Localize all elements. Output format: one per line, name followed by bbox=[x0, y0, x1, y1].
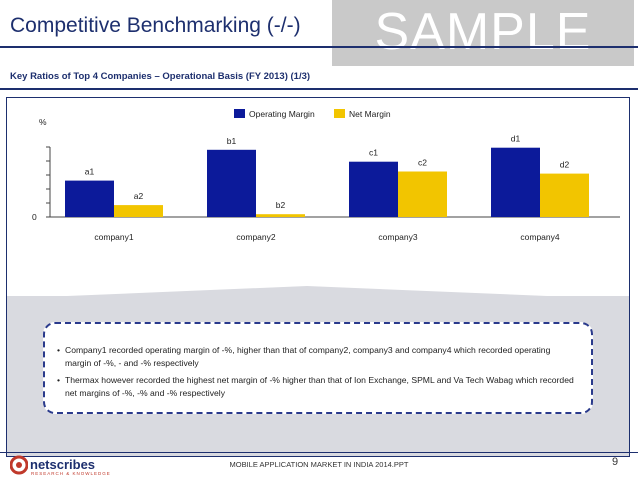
chart-legend: Operating Margin Net Margin bbox=[234, 109, 391, 119]
bar-company4-net-margin bbox=[540, 173, 589, 217]
y-tick-label-0: 0 bbox=[32, 212, 37, 222]
data-label-d1: d1 bbox=[511, 134, 521, 144]
bar-company1-operating-margin bbox=[65, 180, 114, 217]
footer-divider bbox=[0, 452, 638, 453]
netscribes-logo-icon bbox=[10, 455, 28, 475]
commentary-bullet-1: • Company1 recorded operating margin of -… bbox=[57, 345, 551, 368]
bar-company4-operating-margin bbox=[491, 147, 540, 217]
bar-company2-net-margin bbox=[256, 214, 305, 217]
commentary-box: • Company1 recorded operating margin of -… bbox=[43, 322, 593, 414]
bar-company2-operating-margin bbox=[207, 149, 256, 217]
data-label-c1: c1 bbox=[369, 148, 378, 158]
x-tick-label-company1: company1 bbox=[94, 232, 133, 242]
bar-company3-net-margin bbox=[398, 171, 447, 217]
commentary-text-1: Company1 recorded operating margin of -%… bbox=[65, 345, 551, 368]
bar-chart: Operating Margin Net Margin % 0 a1 a2 comp… bbox=[32, 109, 620, 242]
sample-watermark: SAMPLE bbox=[332, 0, 634, 66]
bar-company1-net-margin bbox=[114, 205, 163, 217]
legend-label-operating: Operating Margin bbox=[249, 109, 315, 119]
data-label-b1: b1 bbox=[227, 136, 237, 146]
data-label-b2: b2 bbox=[276, 200, 286, 210]
subtitle-divider bbox=[0, 88, 638, 90]
x-tick-label-company2: company2 bbox=[236, 232, 275, 242]
x-tick-label-company3: company3 bbox=[378, 232, 417, 242]
legend-label-net: Net Margin bbox=[349, 109, 391, 119]
legend-swatch-net bbox=[334, 109, 345, 118]
band-arrow bbox=[7, 286, 629, 298]
logo-wordmark: netscribes bbox=[30, 457, 96, 472]
chart-frame bbox=[6, 97, 630, 457]
chart-bars bbox=[65, 147, 589, 217]
data-label-c2: c2 bbox=[418, 158, 427, 168]
data-label-a1: a1 bbox=[85, 167, 95, 177]
slide-title: Competitive Benchmarking (-/-) bbox=[10, 14, 301, 37]
legend-swatch-operating bbox=[234, 109, 245, 118]
bar-company3-operating-margin bbox=[349, 161, 398, 217]
footer-text: MOBILE APPLICATION MARKET IN INDIA 2014.… bbox=[229, 460, 409, 469]
logo-tagline: RESEARCH & KNOWLEDGE bbox=[31, 471, 111, 476]
commentary-text-2: Thermax however recorded the highest net… bbox=[65, 375, 574, 398]
chart-labels: a1 a2 company1 b1 b2 company2 c1 c2 company3 d1 d2… bbox=[85, 134, 570, 242]
commentary-bullet-2: • Thermax however recorded the highest ne… bbox=[57, 375, 574, 398]
y-axis-label: % bbox=[39, 117, 47, 127]
page-number: 9 bbox=[612, 456, 619, 468]
data-label-d2: d2 bbox=[560, 160, 570, 170]
slide-subtitle: Key Ratios of Top 4 Companies – Operatio… bbox=[10, 71, 311, 82]
title-divider bbox=[0, 46, 638, 48]
x-tick-label-company4: company4 bbox=[520, 232, 559, 242]
data-label-a2: a2 bbox=[134, 191, 144, 201]
